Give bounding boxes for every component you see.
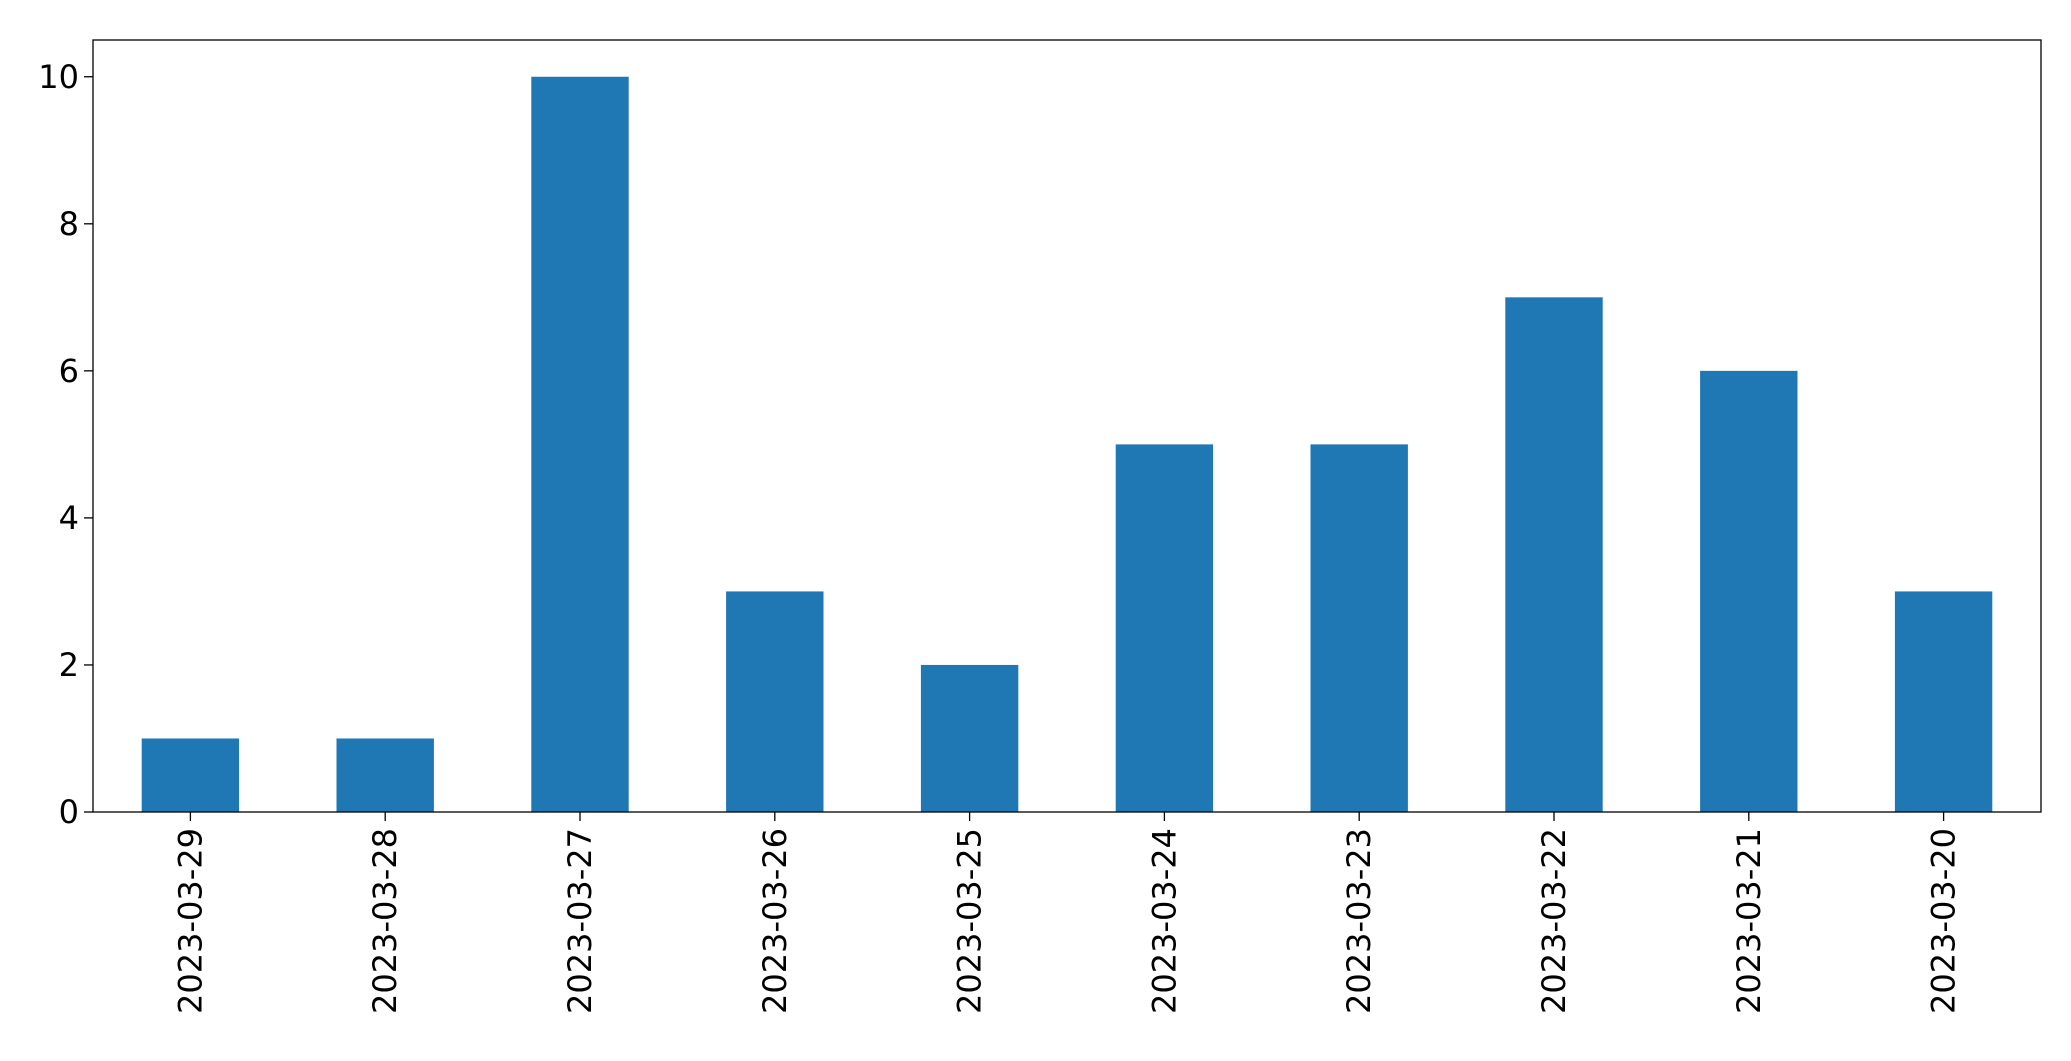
- x-tick-label: 2023-03-27: [561, 828, 599, 1014]
- x-tick-label: 2023-03-21: [1730, 828, 1768, 1014]
- x-tick-label: 2023-03-28: [366, 828, 404, 1014]
- bar: [920, 664, 1019, 812]
- y-tick-label: 6: [59, 352, 79, 390]
- x-tick-label: 2023-03-24: [1145, 828, 1183, 1014]
- y-tick-label: 8: [59, 205, 79, 243]
- x-tick-label: 2023-03-29: [171, 828, 209, 1014]
- bar: [336, 738, 434, 812]
- x-tick-label: 2023-03-20: [1925, 828, 1963, 1014]
- plot-frame: [92, 39, 2042, 813]
- y-tick-label: 10: [38, 58, 79, 96]
- bar: [1894, 591, 1993, 812]
- bar: [1115, 444, 1214, 812]
- bar: [531, 76, 629, 812]
- bar: [141, 738, 240, 812]
- y-tick-label: 0: [59, 793, 79, 831]
- bar: [1700, 370, 1798, 812]
- x-tick-label: 2023-03-23: [1340, 828, 1378, 1014]
- x-tick-label: 2023-03-25: [951, 828, 989, 1014]
- y-tick-label: 2: [59, 646, 79, 684]
- x-tick-label: 2023-03-22: [1535, 828, 1573, 1014]
- bar: [1310, 444, 1408, 812]
- bar: [1505, 297, 1603, 812]
- bar: [726, 591, 824, 812]
- x-tick-label: 2023-03-26: [756, 828, 794, 1014]
- y-tick-label: 4: [59, 499, 79, 537]
